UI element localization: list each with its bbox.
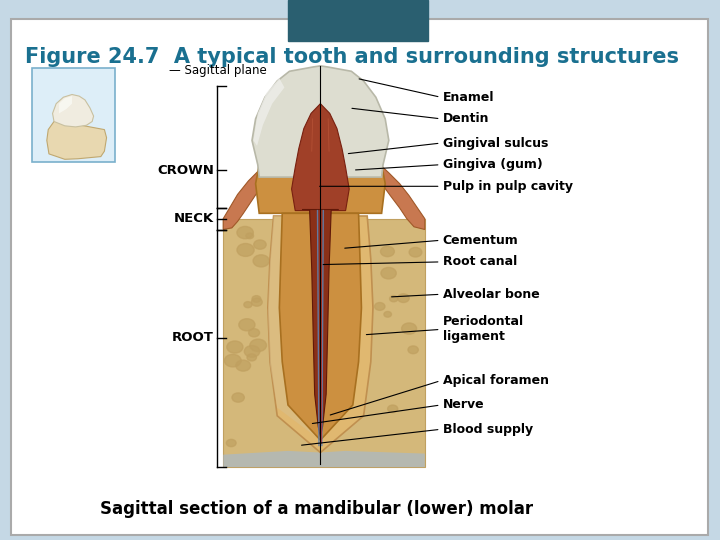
Circle shape [387, 405, 397, 413]
Circle shape [246, 233, 253, 239]
Circle shape [409, 247, 422, 257]
Polygon shape [59, 96, 72, 113]
Circle shape [237, 226, 253, 239]
Polygon shape [53, 94, 94, 127]
Circle shape [244, 302, 252, 308]
Text: CROWN: CROWN [157, 164, 214, 177]
Text: — Sagittal plane: — Sagittal plane [169, 64, 267, 77]
Circle shape [237, 244, 254, 256]
Text: Enamel: Enamel [443, 91, 495, 104]
Polygon shape [279, 213, 361, 440]
Polygon shape [253, 78, 284, 146]
Circle shape [239, 319, 255, 331]
Circle shape [236, 360, 251, 371]
Polygon shape [302, 210, 338, 437]
Circle shape [244, 346, 260, 357]
FancyBboxPatch shape [11, 19, 708, 535]
FancyBboxPatch shape [32, 68, 115, 162]
Circle shape [250, 339, 266, 352]
Circle shape [225, 354, 241, 367]
Text: ROOT: ROOT [172, 331, 214, 344]
Circle shape [397, 294, 409, 302]
Text: Sagittal section of a mandibular (lower) molar: Sagittal section of a mandibular (lower)… [100, 500, 534, 518]
Polygon shape [223, 162, 266, 230]
Text: Nerve: Nerve [443, 399, 485, 411]
Circle shape [252, 295, 261, 302]
Circle shape [247, 354, 256, 361]
Circle shape [380, 246, 395, 256]
Circle shape [226, 440, 236, 447]
Circle shape [384, 312, 392, 317]
Circle shape [248, 329, 259, 337]
Polygon shape [268, 216, 320, 440]
Circle shape [402, 323, 417, 334]
Text: Gingival sulcus: Gingival sulcus [443, 137, 548, 150]
Text: Figure 24.7  A typical tooth and surrounding structures: Figure 24.7 A typical tooth and surround… [25, 46, 679, 67]
Text: Pulp in pulp cavity: Pulp in pulp cavity [443, 180, 573, 193]
Text: NECK: NECK [174, 212, 214, 225]
Bar [288, 0, 428, 40]
Circle shape [374, 302, 385, 310]
Circle shape [227, 341, 243, 353]
Text: Periodontal
ligament: Periodontal ligament [443, 315, 524, 343]
Polygon shape [223, 219, 425, 467]
Circle shape [390, 295, 398, 302]
Text: Alveolar bone: Alveolar bone [443, 288, 539, 301]
Text: Gingiva (gum): Gingiva (gum) [443, 158, 543, 171]
Polygon shape [256, 78, 385, 213]
Text: Cementum: Cementum [443, 234, 518, 247]
Polygon shape [268, 216, 373, 453]
Polygon shape [223, 451, 425, 467]
Text: Blood supply: Blood supply [443, 423, 533, 436]
Polygon shape [47, 119, 107, 159]
Polygon shape [292, 104, 349, 211]
Circle shape [253, 255, 269, 267]
Text: Root canal: Root canal [443, 255, 517, 268]
Polygon shape [252, 66, 389, 177]
Text: Dentin: Dentin [443, 112, 490, 125]
Circle shape [381, 267, 396, 279]
Circle shape [251, 298, 262, 306]
Circle shape [232, 393, 244, 402]
Circle shape [408, 346, 418, 354]
Polygon shape [378, 165, 425, 230]
Circle shape [253, 240, 266, 249]
Text: Apical foramen: Apical foramen [443, 374, 549, 387]
